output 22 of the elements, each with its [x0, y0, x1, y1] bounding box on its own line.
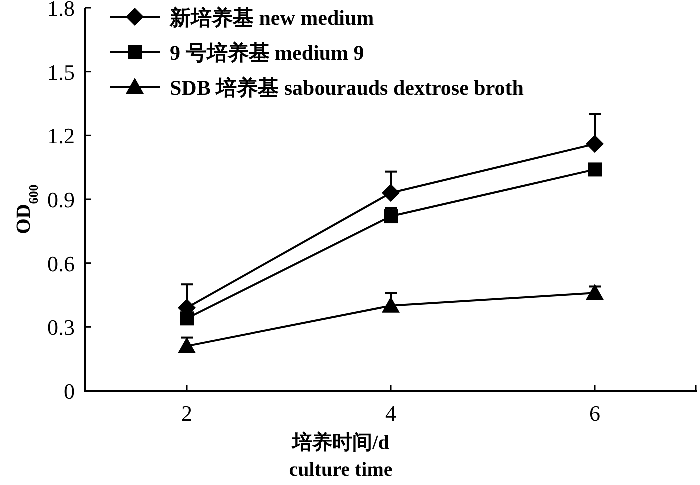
- y-tick-label: 0.3: [48, 315, 75, 340]
- point: [384, 210, 398, 224]
- x-tick-label: 6: [590, 401, 600, 426]
- point: [588, 162, 602, 177]
- point: [180, 312, 194, 326]
- y-tick-label: 0.6: [48, 251, 75, 276]
- point: [382, 184, 400, 202]
- legend-label: 新培养基 new medium: [169, 6, 375, 30]
- y-tick-label: 1.5: [48, 60, 75, 85]
- point: [586, 135, 604, 154]
- y-tick-label: 0: [64, 379, 75, 404]
- legend-label: 9 号培养基 medium 9: [170, 41, 364, 65]
- y-tick-label: 1.2: [48, 124, 75, 149]
- x-tick-label: 2: [182, 401, 192, 426]
- x-axis-title: 培养时间/d culture time: [289, 431, 393, 481]
- y-tick-label: 0.9: [48, 188, 75, 212]
- y-tick-label: 1.8: [48, 0, 75, 21]
- point: [586, 284, 604, 300]
- legend-label: SDB 培养基 sabourauds dextrose broth: [170, 76, 524, 100]
- point: [178, 337, 196, 354]
- point: [382, 296, 400, 313]
- x-tick-label: 4: [386, 401, 396, 426]
